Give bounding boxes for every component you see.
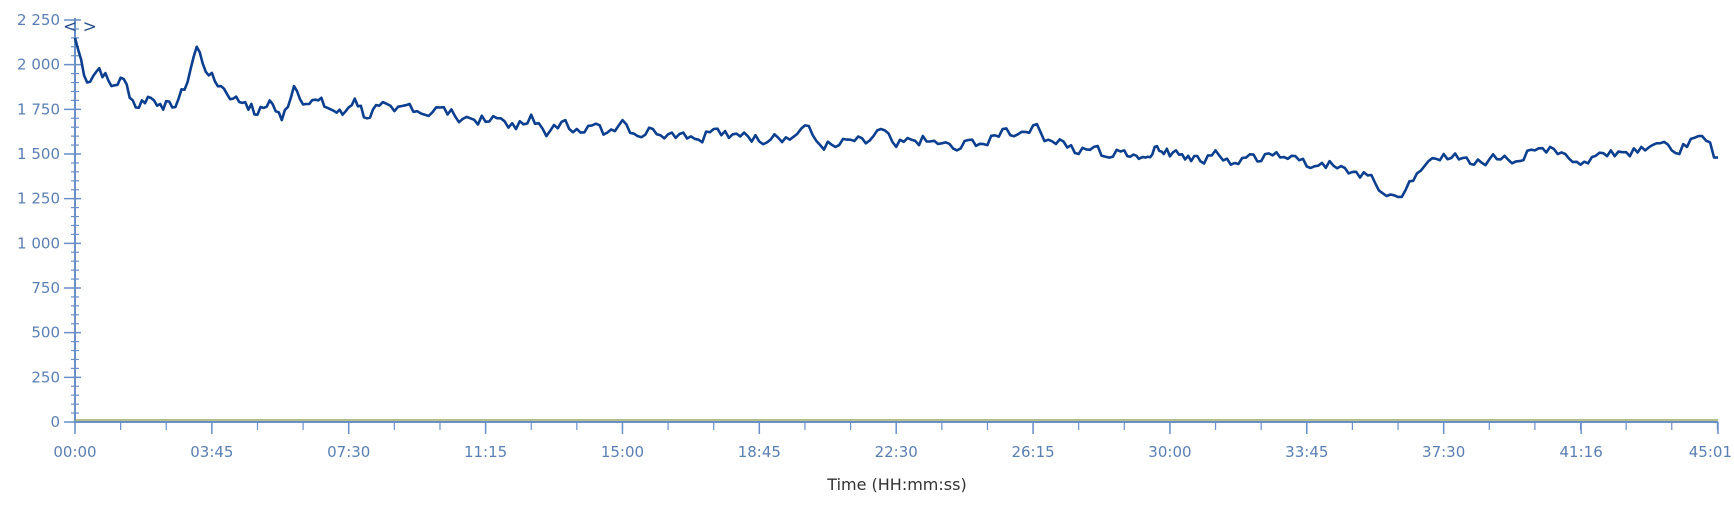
y-tick-label: 1 250	[17, 190, 60, 208]
y-tick-label: 2 000	[17, 56, 60, 74]
x-tick-label: 15:00	[601, 443, 644, 461]
x-tick-label: 41:16	[1560, 443, 1603, 461]
nav-arrows-icon[interactable]: < >	[63, 17, 97, 37]
series-line	[73, 37, 1719, 199]
x-major-ticks	[74, 422, 1719, 434]
x-tick-label: 18:45	[738, 443, 781, 461]
x-tick-label: 11:15	[464, 443, 507, 461]
y-major-ticks	[64, 19, 81, 423]
y-tick-label: 0	[50, 413, 60, 431]
x-tick-label: 00:00	[53, 443, 96, 461]
x-tick-label: 03:45	[190, 443, 233, 461]
x-tick-label: 22:30	[875, 443, 918, 461]
y-tick-label: 500	[31, 324, 60, 342]
x-tick-label: 26:15	[1011, 443, 1054, 461]
x-tick-labels: 00:00 03:45 07:30 11:15 15:00 18:45 22:30 26:15…	[53, 443, 1732, 461]
y-tick-label: 750	[31, 279, 60, 297]
x-tick-label: 30:00	[1148, 443, 1191, 461]
y-tick-labels: 0 250 500 750 1 000 1 250 1 500 1 750 2 000 2 250	[17, 11, 60, 431]
y-tick-label: 1 000	[17, 234, 60, 252]
x-tick-label: 37:30	[1422, 443, 1465, 461]
x-tick-label: 07:30	[327, 443, 370, 461]
y-tick-label: 250	[31, 368, 60, 386]
y-tick-label: 1 750	[17, 100, 60, 118]
x-axis-title: Time (HH:mm:ss)	[826, 475, 966, 494]
y-tick-label: 1 500	[17, 145, 60, 163]
x-tick-label: 33:45	[1285, 443, 1328, 461]
y-tick-label: 2 250	[17, 11, 60, 29]
x-tick-label: 45:01	[1689, 443, 1732, 461]
